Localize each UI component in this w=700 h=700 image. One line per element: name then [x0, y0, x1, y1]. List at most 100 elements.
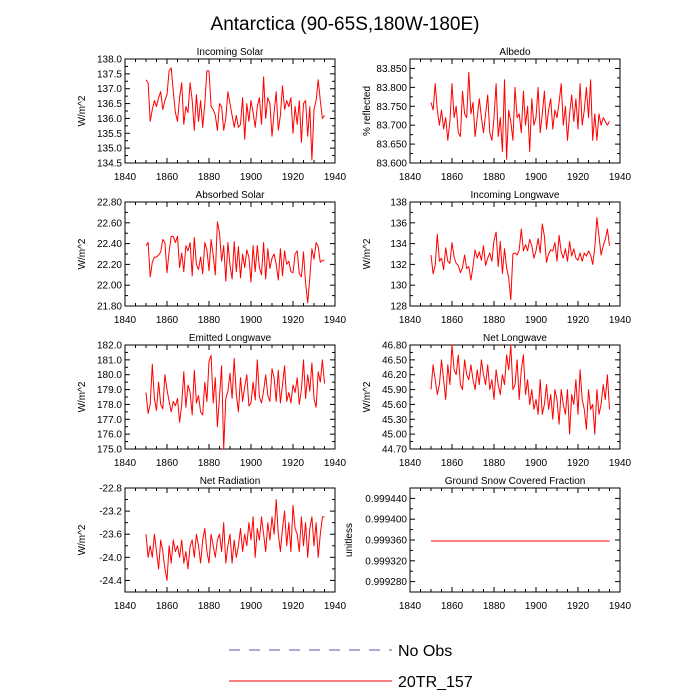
y-tick-label: 138: [390, 198, 407, 209]
y-axis-label: % reflected: [362, 86, 373, 136]
y-tick-label: -23.2: [99, 507, 122, 518]
y-tick-label: 83.850: [376, 64, 407, 75]
y-tick-label: 22.80: [97, 198, 122, 209]
x-tick-label: 1940: [324, 601, 347, 612]
x-tick-label: 1840: [114, 172, 137, 183]
y-tick-label: 46.80: [382, 341, 407, 352]
x-tick-label: 1860: [156, 601, 179, 612]
x-tick-label: 1860: [441, 172, 464, 183]
y-tick-label: 178.0: [97, 400, 122, 411]
x-tick-label: 1840: [399, 458, 422, 469]
panel-ground-snow-covered-fraction: Ground Snow Covered Fraction 1840 1860 1880…: [344, 476, 632, 612]
panel-title: Net Radiation: [200, 476, 261, 487]
panel-absorbed-solar: Absorbed Solar 1840 1860 1880 1900 1920 1940 21…: [77, 190, 347, 326]
y-tick-label: 138.0: [97, 55, 122, 66]
y-tick-label: 137.0: [97, 84, 122, 95]
y-tick-label: -23.6: [99, 530, 122, 541]
y-tick-label: 136.5: [97, 99, 122, 110]
y-tick-label: 44.70: [382, 445, 407, 456]
x-tick-label: 1940: [324, 172, 347, 183]
x-tick-label: 1940: [609, 172, 632, 183]
x-tick-label: 1900: [525, 458, 548, 469]
y-tick-label: 182.0: [97, 341, 122, 352]
y-tick-label: -24.4: [99, 576, 122, 587]
panel-albedo: Albedo 1840 1860 1880 1900 1920 1940 83.600 83.6…: [362, 47, 632, 183]
x-tick-label: 1940: [609, 601, 632, 612]
x-tick-label: 1920: [567, 172, 590, 183]
x-tick-label: 1860: [156, 458, 179, 469]
x-tick-label: 1880: [198, 172, 221, 183]
y-tick-label: 134: [390, 239, 407, 250]
y-tick-label: 132: [390, 260, 407, 271]
x-tick-label: 1920: [567, 315, 590, 326]
x-tick-label: 1840: [114, 315, 137, 326]
y-tick-label: 22.00: [97, 281, 122, 292]
panel-title: Net Longwave: [483, 333, 547, 344]
x-tick-label: 1940: [324, 458, 347, 469]
x-tick-label: 1840: [114, 601, 137, 612]
series-line-20tr-157: [430, 217, 610, 301]
x-tick-label: 1900: [240, 601, 263, 612]
x-tick-label: 1920: [282, 601, 305, 612]
y-tick-label: 83.600: [376, 159, 407, 170]
x-tick-label: 1900: [240, 458, 263, 469]
y-tick-label: 181.0: [97, 355, 122, 366]
y-tick-label: 21.80: [97, 302, 122, 313]
panel-title: Ground Snow Covered Fraction: [445, 476, 586, 487]
x-tick-label: 1860: [156, 172, 179, 183]
x-tick-label: 1860: [441, 315, 464, 326]
y-tick-label: 46.20: [382, 370, 407, 381]
y-tick-label: 83.750: [376, 102, 407, 113]
y-tick-label: 134.5: [97, 159, 122, 170]
y-tick-label: 135.0: [97, 144, 122, 155]
y-tick-label: 22.20: [97, 260, 122, 271]
x-tick-label: 1860: [441, 601, 464, 612]
y-tick-label: 136.0: [97, 114, 122, 125]
y-tick-label: 46.50: [382, 355, 407, 366]
panel-net-radiation: Net Radiation 1840 1860 1880 1900 1920 1940 -24…: [77, 476, 347, 612]
x-tick-label: 1900: [525, 172, 548, 183]
y-tick-label: 0.999400: [365, 515, 407, 526]
plot-frame: [409, 201, 621, 307]
y-tick-label: 83.650: [376, 140, 407, 151]
y-tick-label: 175.0: [97, 445, 122, 456]
series-line-20tr-157: [145, 354, 325, 450]
y-tick-label: -24.0: [99, 553, 122, 564]
y-tick-label: 176.0: [97, 430, 122, 441]
panel-incoming-longwave: Incoming Longwave 1840 1860 1880 1900 1920 194…: [362, 190, 632, 326]
series-line-20tr-157: [145, 67, 325, 161]
x-tick-label: 1880: [198, 601, 221, 612]
y-tick-label: 83.700: [376, 121, 407, 132]
series-line-20tr-157: [430, 344, 610, 435]
x-tick-label: 1880: [483, 172, 506, 183]
y-axis-label: W/m^2: [77, 95, 88, 126]
legend-label-20tr-157: 20TR_157: [398, 674, 473, 691]
legend: No Obs 20TR_157: [229, 643, 473, 691]
x-tick-label: 1880: [198, 458, 221, 469]
panel-emitted-longwave: Emitted Longwave 1840 1860 1880 1900 1920 1940…: [77, 333, 347, 469]
y-tick-label: 130: [390, 281, 407, 292]
x-tick-label: 1840: [399, 315, 422, 326]
x-tick-label: 1900: [525, 315, 548, 326]
series-line-20tr-157: [430, 71, 610, 160]
y-axis-label: W/m^2: [77, 524, 88, 555]
y-tick-label: 177.0: [97, 415, 122, 426]
x-tick-label: 1900: [240, 315, 263, 326]
x-tick-label: 1920: [567, 458, 590, 469]
panel-net-longwave: Net Longwave 1840 1860 1880 1900 1920 1940 44.7…: [362, 333, 632, 469]
x-tick-label: 1880: [483, 458, 506, 469]
y-axis-label: W/m^2: [77, 381, 88, 412]
x-tick-label: 1860: [441, 458, 464, 469]
y-tick-label: 179.0: [97, 385, 122, 396]
x-tick-label: 1880: [198, 315, 221, 326]
y-tick-label: 22.40: [97, 239, 122, 250]
x-tick-label: 1900: [525, 601, 548, 612]
panel-title: Emitted Longwave: [189, 333, 272, 344]
y-tick-label: 180.0: [97, 370, 122, 381]
x-tick-label: 1840: [399, 172, 422, 183]
y-axis-label: W/m^2: [362, 381, 373, 412]
panel-title: Albedo: [499, 47, 531, 58]
y-tick-label: 0.999440: [365, 494, 407, 505]
y-tick-label: 45.30: [382, 415, 407, 426]
